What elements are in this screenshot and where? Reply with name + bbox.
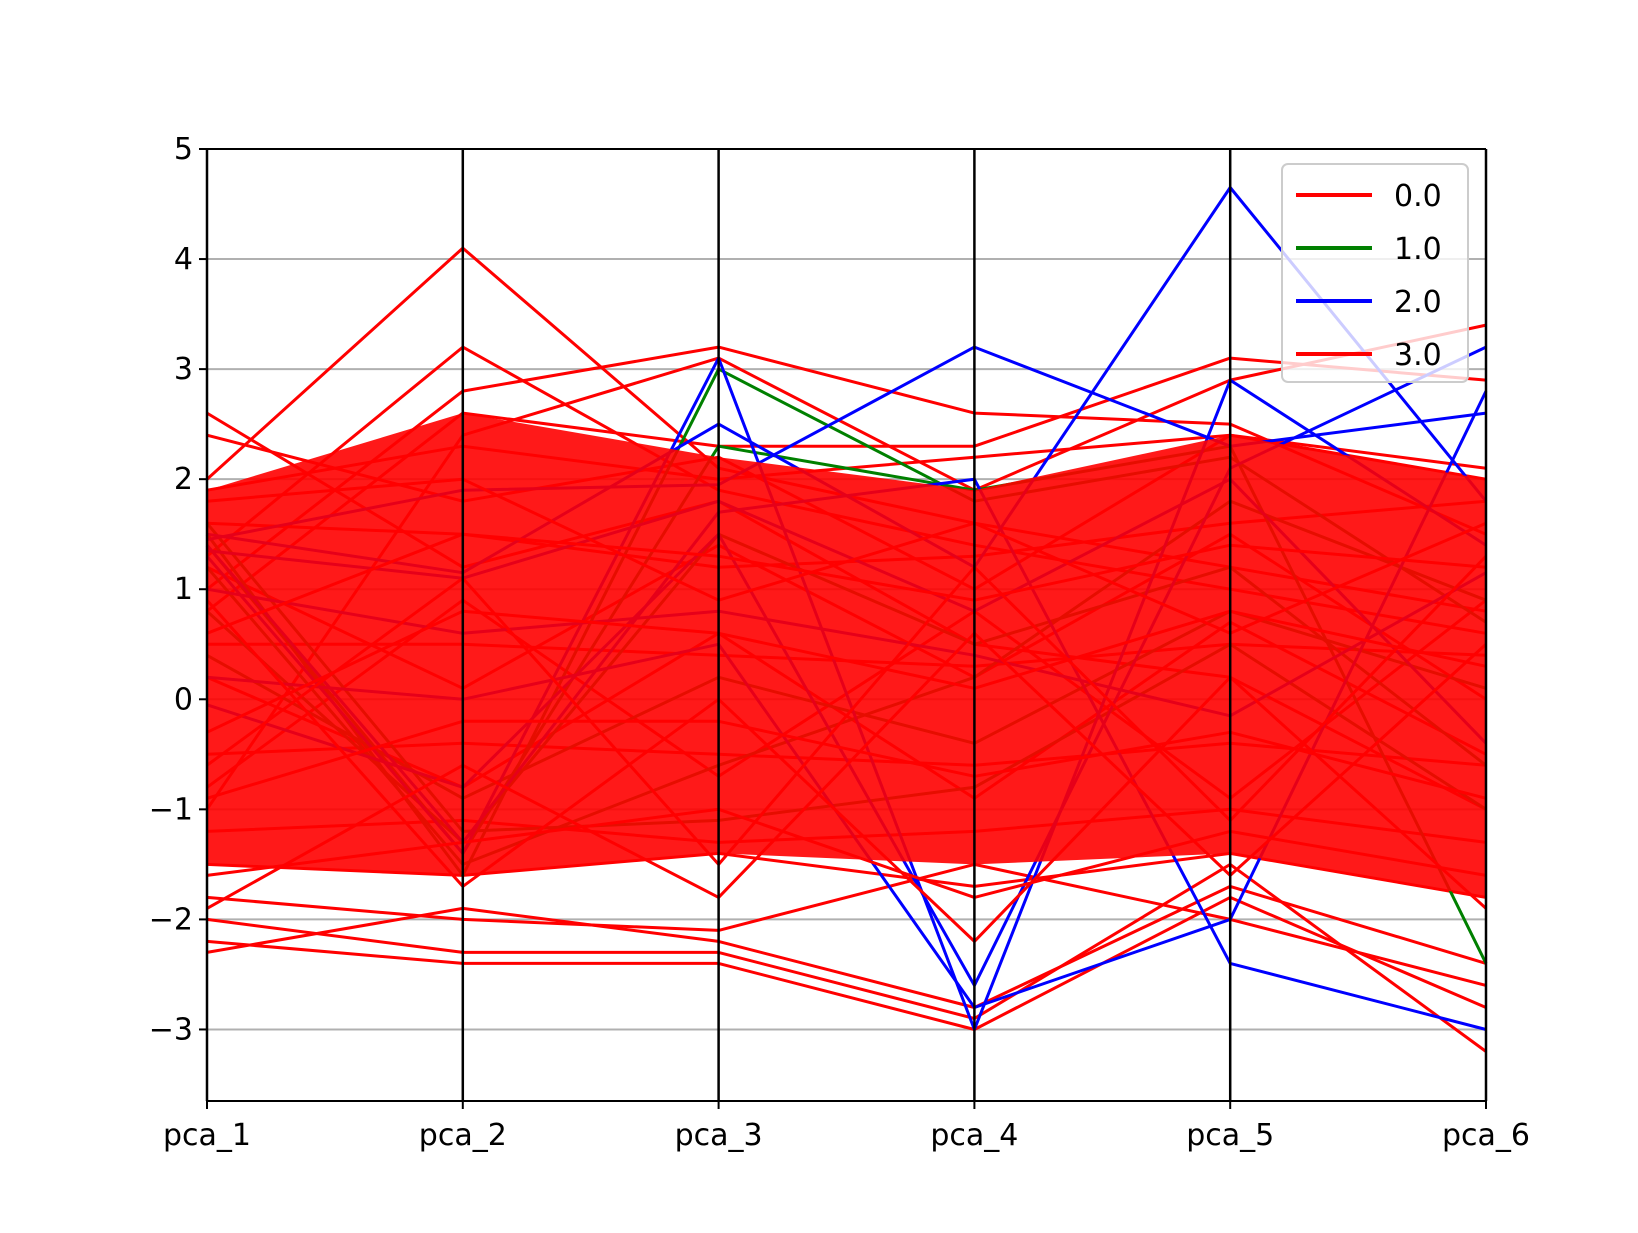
legend: 0.0 1.0 2.0 3.0: [1281, 163, 1469, 383]
legend-label: 1.0: [1394, 232, 1442, 267]
series-line-class-3-0: [206, 862, 1487, 1053]
x-tick-label: pca_5: [1186, 1118, 1274, 1153]
x-tick-label: pca_2: [419, 1118, 507, 1153]
legend-box: [1281, 163, 1469, 383]
x-tick-label: pca_1: [163, 1118, 251, 1153]
y-tick-label: −1: [149, 792, 193, 827]
series-lines: [205, 186, 1488, 1053]
series-line-class-3-0: [206, 884, 1487, 1009]
y-tick-label: 5: [174, 132, 193, 167]
parallel-axes: [205, 148, 1488, 1102]
y-tick-label: 3: [174, 352, 193, 387]
x-tick-label: pca_3: [675, 1118, 763, 1153]
y-tick-label: 2: [174, 462, 193, 497]
x-tick-label: pca_4: [930, 1118, 1018, 1153]
y-tick-label: 4: [174, 242, 193, 277]
dense-band-class-3-0: [207, 413, 1486, 898]
y-tick-label: −2: [149, 902, 193, 937]
y-tick-label: 0: [174, 682, 193, 717]
y-tick-label: 1: [174, 572, 193, 607]
legend-label: 2.0: [1394, 285, 1442, 320]
series-line-class-3-0: [206, 895, 1487, 1031]
x-tick-label: pca_6: [1442, 1118, 1530, 1153]
y-ticks: −3 −2 −1 0 1 2 3 4 5: [149, 132, 207, 1047]
legend-label: 0.0: [1394, 179, 1442, 214]
legend-label: 3.0: [1394, 338, 1442, 373]
x-ticks: pca_1 pca_2 pca_3 pca_4 pca_5 pca_6: [163, 1101, 1530, 1153]
y-tick-label: −3: [149, 1012, 193, 1047]
